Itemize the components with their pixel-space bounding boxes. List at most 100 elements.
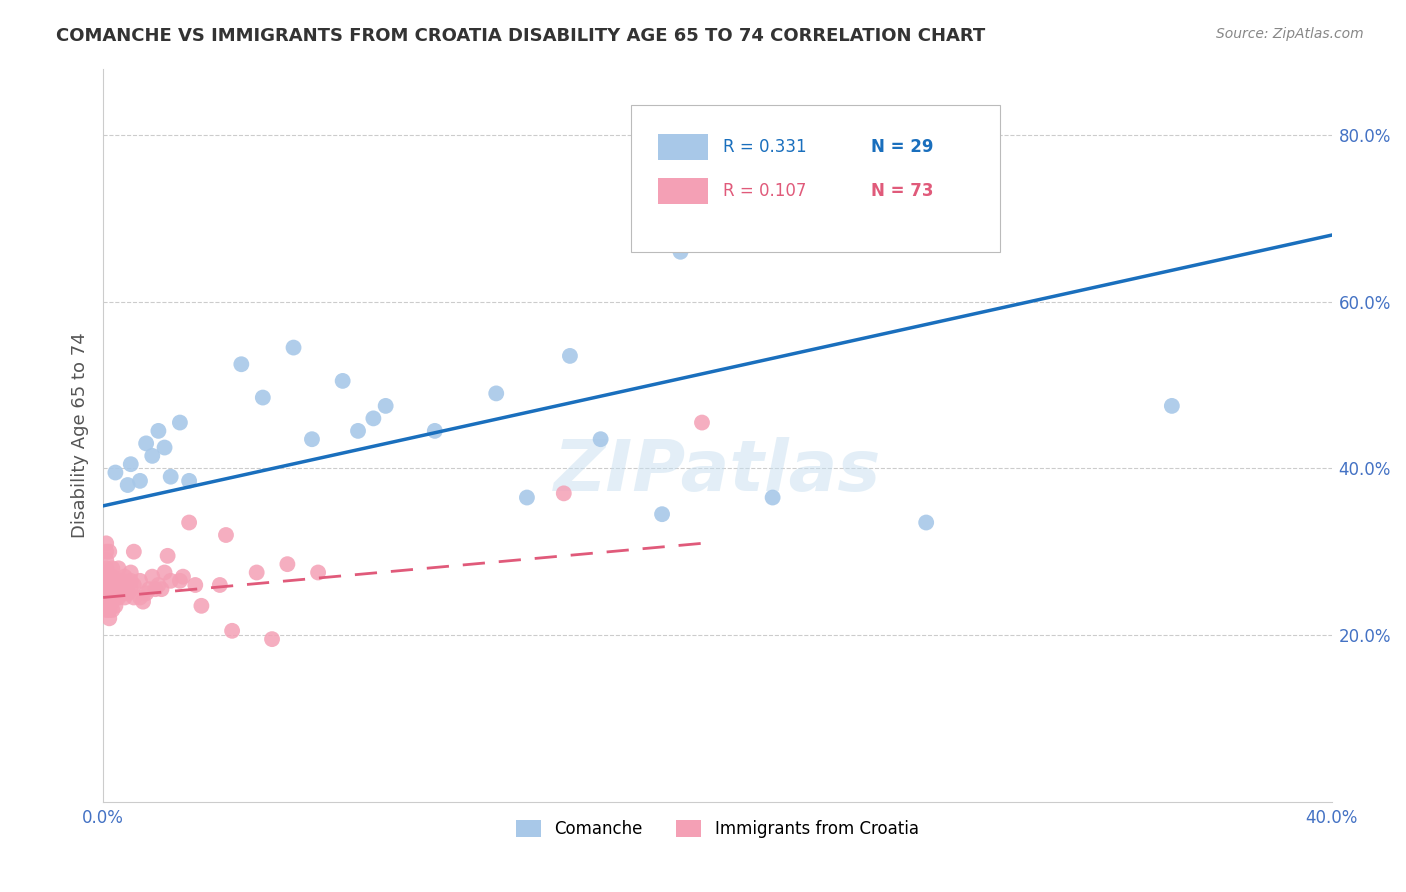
Point	[332, 374, 354, 388]
Point	[120, 582, 142, 596]
Point	[260, 632, 283, 647]
Point	[122, 591, 145, 605]
Point	[485, 386, 508, 401]
Point	[120, 566, 142, 580]
Point	[114, 591, 136, 605]
Point	[98, 578, 121, 592]
Text: COMANCHE VS IMMIGRANTS FROM CROATIA DISABILITY AGE 65 TO 74 CORRELATION CHART: COMANCHE VS IMMIGRANTS FROM CROATIA DISA…	[56, 27, 986, 45]
Point	[148, 424, 170, 438]
Point	[169, 416, 191, 430]
Point	[129, 574, 152, 588]
Point	[363, 411, 385, 425]
Point	[110, 574, 132, 588]
Point	[96, 603, 118, 617]
Point	[96, 586, 118, 600]
Point	[347, 424, 370, 438]
Point	[179, 474, 201, 488]
Point	[516, 491, 538, 505]
Point	[117, 586, 139, 600]
Point	[96, 536, 118, 550]
Point	[104, 466, 127, 480]
Point	[159, 574, 181, 588]
FancyBboxPatch shape	[631, 105, 1000, 252]
Point	[117, 478, 139, 492]
Text: R = 0.107: R = 0.107	[724, 182, 807, 200]
Text: ZIPatlas: ZIPatlas	[554, 437, 882, 506]
Point	[107, 561, 129, 575]
Text: N = 29: N = 29	[870, 138, 934, 156]
Point	[159, 469, 181, 483]
Point	[179, 516, 201, 530]
Point	[104, 599, 127, 613]
Point	[169, 574, 191, 588]
Point	[101, 591, 124, 605]
Point	[96, 594, 118, 608]
Y-axis label: Disability Age 65 to 74: Disability Age 65 to 74	[72, 332, 89, 538]
Point	[98, 603, 121, 617]
Point	[221, 624, 243, 638]
Point	[184, 578, 207, 592]
Point	[156, 549, 179, 563]
Point	[122, 578, 145, 592]
Legend: Comanche, Immigrants from Croatia: Comanche, Immigrants from Croatia	[509, 813, 925, 845]
Point	[101, 561, 124, 575]
Point	[96, 544, 118, 558]
Point	[107, 586, 129, 600]
Point	[96, 578, 118, 592]
Point	[98, 544, 121, 558]
Point	[307, 566, 329, 580]
Point	[283, 341, 305, 355]
Point	[104, 591, 127, 605]
Point	[276, 557, 298, 571]
Point	[104, 574, 127, 588]
Point	[98, 582, 121, 596]
Point	[246, 566, 269, 580]
Point	[301, 432, 323, 446]
Point	[96, 566, 118, 580]
Point	[215, 528, 238, 542]
Point	[915, 516, 938, 530]
Point	[96, 561, 118, 575]
Point	[141, 569, 163, 583]
Text: N = 73: N = 73	[870, 182, 934, 200]
Point	[690, 416, 713, 430]
Point	[98, 569, 121, 583]
Point	[104, 582, 127, 596]
Point	[1160, 399, 1182, 413]
Text: Source: ZipAtlas.com: Source: ZipAtlas.com	[1216, 27, 1364, 41]
Point	[101, 582, 124, 596]
Point	[96, 574, 118, 588]
Bar	[658, 135, 707, 161]
Point	[101, 569, 124, 583]
Point	[231, 357, 253, 371]
Point	[150, 582, 173, 596]
Point	[110, 582, 132, 596]
Point	[107, 574, 129, 588]
Point	[101, 594, 124, 608]
Point	[252, 391, 274, 405]
Point	[208, 578, 231, 592]
Point	[110, 586, 132, 600]
Point	[120, 457, 142, 471]
Point	[101, 603, 124, 617]
Point	[117, 578, 139, 592]
Point	[135, 586, 157, 600]
Point	[138, 582, 160, 596]
Point	[98, 591, 121, 605]
Point	[558, 349, 581, 363]
Bar	[658, 178, 707, 204]
Point	[762, 491, 785, 505]
Point	[143, 582, 166, 596]
Point	[107, 582, 129, 596]
Point	[129, 591, 152, 605]
Point	[172, 569, 194, 583]
Point	[107, 591, 129, 605]
Point	[651, 507, 673, 521]
Point	[132, 594, 155, 608]
Point	[153, 441, 176, 455]
Point	[96, 553, 118, 567]
Point	[153, 566, 176, 580]
Point	[96, 569, 118, 583]
Point	[141, 449, 163, 463]
Point	[148, 578, 170, 592]
